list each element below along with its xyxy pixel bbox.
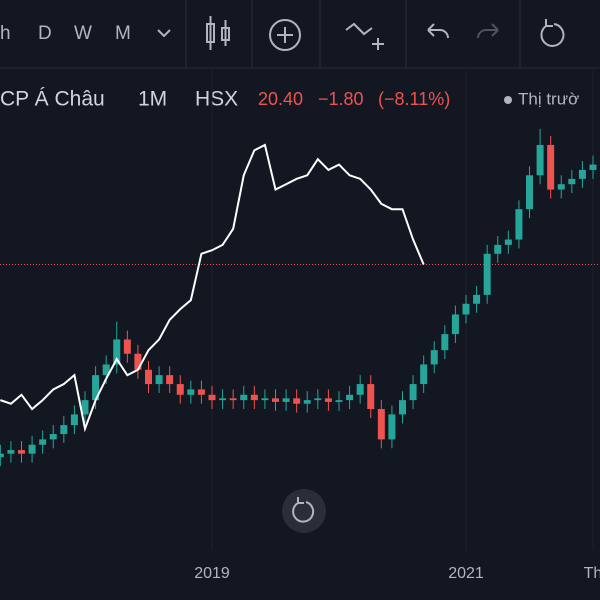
- interval-dropdown[interactable]: [157, 29, 171, 38]
- candle-body: [18, 450, 25, 454]
- candle-body: [515, 209, 523, 240]
- indicator-button[interactable]: [269, 19, 301, 51]
- undo-button[interactable]: [427, 23, 449, 39]
- candle-body: [504, 239, 512, 245]
- candle-body: [526, 175, 533, 210]
- price-change-percent: (−8.11%): [378, 89, 450, 109]
- last-price: 20.40: [258, 89, 303, 109]
- candle-body: [176, 384, 184, 395]
- candle-body: [166, 375, 174, 385]
- plot-area: 2019 2021 Th: [0, 70, 600, 582]
- candle-body: [39, 439, 47, 445]
- candle-body: [420, 364, 428, 385]
- candle-body: [250, 394, 258, 401]
- compare-line: [0, 143, 425, 433]
- candle-body: [451, 314, 459, 335]
- candle-body: [282, 398, 290, 402]
- market-status-dot: [504, 96, 512, 104]
- interval-button[interactable]: W: [74, 23, 92, 44]
- candle-body: [346, 394, 354, 401]
- candle-body: [462, 303, 470, 315]
- candle-body: [60, 425, 68, 435]
- candle-body: [145, 369, 152, 385]
- candle-body: [547, 144, 555, 190]
- price-change: −1.80: [318, 89, 364, 109]
- candle-body: [399, 400, 406, 415]
- candle-body: [314, 398, 322, 401]
- candle-body: [123, 339, 131, 354]
- candle-body: [134, 353, 142, 370]
- x-tick-label: 2019: [194, 565, 230, 582]
- candle-body: [494, 244, 502, 254]
- candle-body: [536, 144, 544, 176]
- candle-body: [261, 398, 269, 401]
- candle-body: [28, 444, 36, 454]
- candle-body: [102, 364, 110, 376]
- compare-button[interactable]: [345, 22, 384, 50]
- candle-body: [557, 184, 565, 190]
- candle-body: [293, 398, 301, 404]
- candle-body: [197, 389, 205, 395]
- interval-button[interactable]: M: [115, 23, 131, 44]
- candle-body: [473, 294, 481, 304]
- interval: 1M: [138, 88, 167, 111]
- candle-body: [568, 178, 576, 185]
- reset-button[interactable]: [540, 19, 565, 47]
- candle-body: [589, 164, 597, 170]
- interval-button[interactable]: D: [38, 23, 52, 44]
- candle-body: [7, 450, 15, 454]
- candle-body: [409, 384, 417, 401]
- candle-body: [81, 400, 89, 415]
- candle-body: [324, 398, 332, 402]
- x-tick-label: 2021: [448, 565, 484, 582]
- symbol-header: CP Á Châu 1M HSX 20.40 −1.80 (−8.11%) Th…: [0, 88, 579, 111]
- symbol-name: CP Á Châu: [0, 88, 105, 111]
- candle-body: [155, 375, 163, 385]
- candle-body: [229, 398, 237, 401]
- candle-body: [578, 169, 586, 179]
- candle-body: [49, 434, 57, 440]
- candle-body: [92, 375, 100, 401]
- x-tick-label: Th: [584, 565, 600, 582]
- candle-body: [441, 334, 449, 351]
- candle-body: [356, 384, 364, 395]
- candle-body: [335, 400, 343, 402]
- candle-body: [483, 253, 491, 295]
- scroll-button[interactable]: [282, 489, 326, 533]
- candle-body: [187, 389, 195, 395]
- interval-button[interactable]: h: [0, 23, 11, 44]
- candle-body: [388, 414, 396, 440]
- candle-body: [113, 339, 121, 365]
- candle-body: [367, 384, 375, 410]
- market-status: Thị trườ: [518, 89, 579, 108]
- toolbar: h D W M: [0, 0, 600, 69]
- candle-body: [272, 398, 279, 402]
- candle-body: [303, 400, 311, 404]
- redo-button[interactable]: [477, 23, 499, 39]
- exchange: HSX: [195, 88, 238, 111]
- candle-body: [70, 414, 78, 426]
- candle-body: [240, 394, 248, 401]
- candle-body: [377, 409, 385, 440]
- candle-body: [430, 350, 438, 365]
- candle-body: [0, 453, 4, 458]
- candle-body: [219, 398, 227, 401]
- chart-type-button[interactable]: [206, 16, 230, 50]
- candle-body: [208, 394, 216, 401]
